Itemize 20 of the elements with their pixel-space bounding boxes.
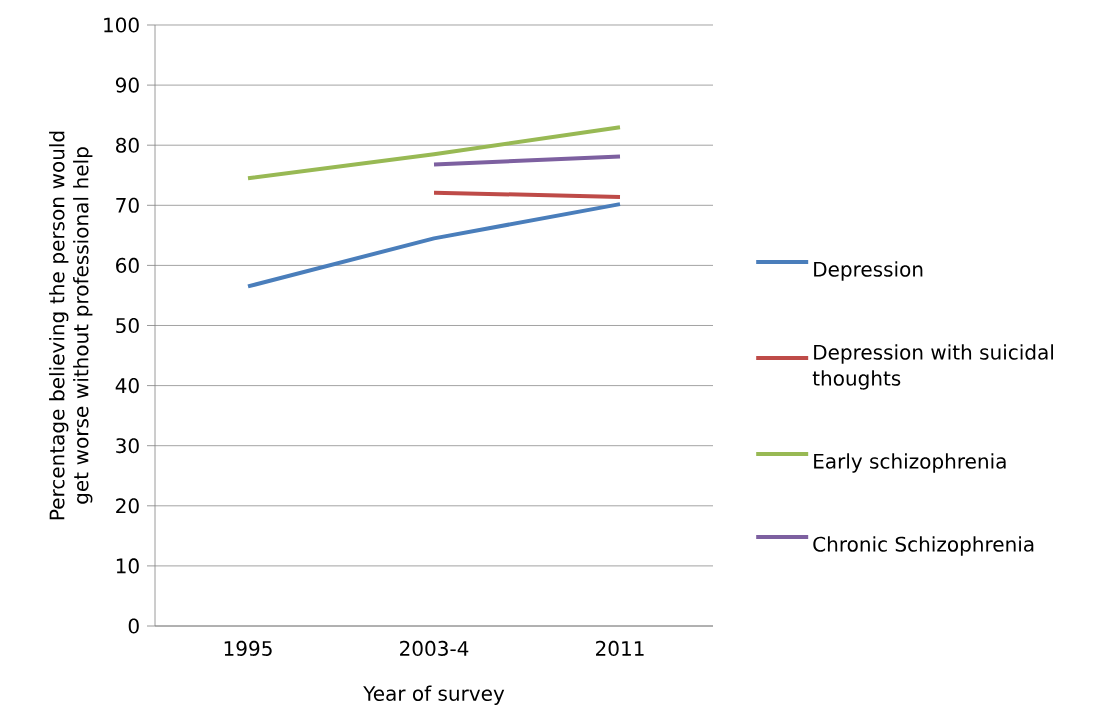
legend-label: Depression <box>814 261 923 281</box>
y-tick-label: 100 <box>104 17 139 33</box>
x-tick-label: 2003-4 <box>400 640 469 656</box>
y-tick-label: 10 <box>116 558 139 574</box>
x-tick-label: 2011 <box>596 640 644 656</box>
legend-label: Depression with suicidal thoughts <box>812 344 1053 390</box>
y-tick-label: 0 <box>128 618 139 634</box>
y-tick-label: 30 <box>116 438 139 454</box>
legend-label: Early schizophrenia <box>814 453 1006 473</box>
x-axis-title: Year of survey <box>363 685 505 705</box>
y-tick-label: 60 <box>116 257 139 273</box>
y-tick-label: 70 <box>116 197 139 213</box>
y-tick-label: 50 <box>116 317 139 334</box>
y-tick-label: 80 <box>116 137 139 153</box>
legend-label: Chronic Schizophrenia <box>813 536 1034 556</box>
x-tick-label: 1995 <box>224 640 272 656</box>
y-axis-title: Percentage believing the person would get worse without professional help <box>49 131 93 520</box>
y-tick-label: 20 <box>116 498 139 514</box>
y-tick-label: 90 <box>115 77 139 93</box>
y-tick-label: 40 <box>115 378 139 394</box>
